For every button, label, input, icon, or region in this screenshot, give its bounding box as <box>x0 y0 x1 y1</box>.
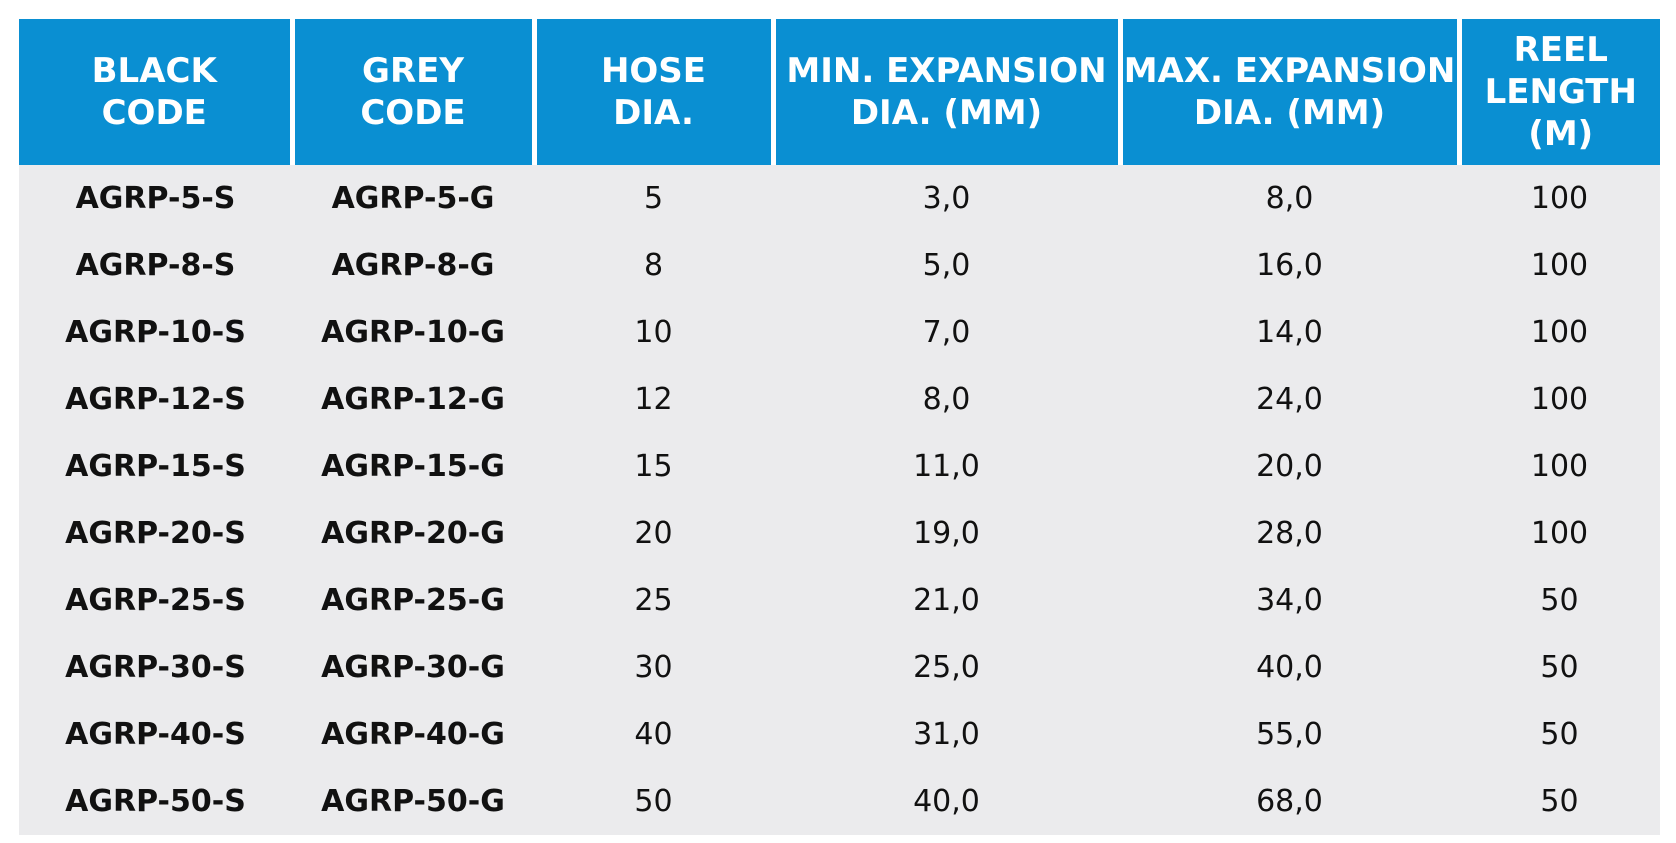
black-code-cell: AGRP-10-S <box>19 299 292 366</box>
hose-dia-cell: 20 <box>534 500 773 567</box>
table-row: AGRP-15-S AGRP-15-G 15 11,0 20,0 100 <box>19 433 1660 500</box>
table-row: AGRP-30-S AGRP-30-G 30 25,0 40,0 50 <box>19 634 1660 701</box>
max-expansion-cell: 68,0 <box>1120 768 1459 835</box>
max-expansion-cell: 55,0 <box>1120 701 1459 768</box>
max-expansion-cell: 8,0 <box>1120 165 1459 232</box>
table-header: BLACK CODE GREY CODE HOSE DIA. MIN. EXPANSION D… <box>19 19 1660 165</box>
hose-dia-cell: 12 <box>534 366 773 433</box>
black-code-cell: AGRP-20-S <box>19 500 292 567</box>
reel-length-cell: 100 <box>1459 366 1660 433</box>
reel-length-cell: 50 <box>1459 701 1660 768</box>
header-row: BLACK CODE GREY CODE HOSE DIA. MIN. EXPANSION D… <box>19 19 1660 165</box>
table-row: AGRP-10-S AGRP-10-G 10 7,0 14,0 100 <box>19 299 1660 366</box>
product-table-container: BLACK CODE GREY CODE HOSE DIA. MIN. EXPANSION D… <box>19 19 1660 835</box>
max-expansion-cell: 14,0 <box>1120 299 1459 366</box>
header-label-line: MAX. EXPANSION <box>1123 51 1456 91</box>
grey-code-cell: AGRP-5-G <box>292 165 534 232</box>
grey-code-cell: AGRP-20-G <box>292 500 534 567</box>
table-row: AGRP-40-S AGRP-40-G 40 31,0 55,0 50 <box>19 701 1660 768</box>
black-code-cell: AGRP-50-S <box>19 768 292 835</box>
reel-length-cell: 50 <box>1459 634 1660 701</box>
table-body: AGRP-5-S AGRP-5-G 5 3,0 8,0 100 AGRP-8-S AGRP-8… <box>19 165 1660 835</box>
header-label-line: BLACK <box>91 51 217 91</box>
table-row: AGRP-20-S AGRP-20-G 20 19,0 28,0 100 <box>19 500 1660 567</box>
grey-code-cell: AGRP-25-G <box>292 567 534 634</box>
table-row: AGRP-25-S AGRP-25-G 25 21,0 34,0 50 <box>19 567 1660 634</box>
hose-dia-cell: 5 <box>534 165 773 232</box>
black-code-cell: AGRP-8-S <box>19 232 292 299</box>
header-label-line: REEL <box>1513 30 1608 70</box>
header-label-line: DIA. <box>613 93 694 133</box>
black-code-cell: AGRP-5-S <box>19 165 292 232</box>
grey-code-cell: AGRP-40-G <box>292 701 534 768</box>
black-code-cell: AGRP-15-S <box>19 433 292 500</box>
header-label-line: MIN. EXPANSION <box>786 51 1107 91</box>
grey-code-cell: AGRP-10-G <box>292 299 534 366</box>
max-expansion-dia-header: MAX. EXPANSION DIA. (MM) <box>1117 19 1459 165</box>
reel-length-header: REEL LENGTH (M) <box>1456 19 1660 165</box>
grey-code-cell: AGRP-8-G <box>292 232 534 299</box>
reel-length-cell: 100 <box>1459 433 1660 500</box>
hose-dia-header: HOSE DIA. <box>531 19 773 165</box>
reel-length-cell: 100 <box>1459 299 1660 366</box>
reel-length-cell: 100 <box>1459 500 1660 567</box>
min-expansion-cell: 31,0 <box>773 701 1120 768</box>
max-expansion-cell: 24,0 <box>1120 366 1459 433</box>
header-label-line: (M) <box>1528 114 1594 154</box>
min-expansion-cell: 11,0 <box>773 433 1120 500</box>
reel-length-cell: 50 <box>1459 567 1660 634</box>
table-row: AGRP-50-S AGRP-50-G 50 40,0 68,0 50 <box>19 768 1660 835</box>
grey-code-cell: AGRP-50-G <box>292 768 534 835</box>
min-expansion-cell: 8,0 <box>773 366 1120 433</box>
hose-dia-cell: 8 <box>534 232 773 299</box>
black-code-header: BLACK CODE <box>19 19 292 165</box>
hose-dia-cell: 10 <box>534 299 773 366</box>
min-expansion-cell: 25,0 <box>773 634 1120 701</box>
min-expansion-cell: 19,0 <box>773 500 1120 567</box>
table-row: AGRP-5-S AGRP-5-G 5 3,0 8,0 100 <box>19 165 1660 232</box>
grey-code-header: GREY CODE <box>289 19 534 165</box>
black-code-cell: AGRP-25-S <box>19 567 292 634</box>
black-code-cell: AGRP-40-S <box>19 701 292 768</box>
header-label-line: DIA. (MM) <box>850 93 1043 133</box>
hose-dia-cell: 40 <box>534 701 773 768</box>
min-expansion-cell: 5,0 <box>773 232 1120 299</box>
grey-code-cell: AGRP-12-G <box>292 366 534 433</box>
header-label-line: HOSE <box>600 51 707 91</box>
hose-dia-cell: 30 <box>534 634 773 701</box>
max-expansion-cell: 28,0 <box>1120 500 1459 567</box>
min-expansion-dia-header: MIN. EXPANSION DIA. (MM) <box>770 19 1120 165</box>
reel-length-cell: 100 <box>1459 232 1660 299</box>
max-expansion-cell: 20,0 <box>1120 433 1459 500</box>
min-expansion-cell: 3,0 <box>773 165 1120 232</box>
min-expansion-cell: 40,0 <box>773 768 1120 835</box>
reel-length-cell: 50 <box>1459 768 1660 835</box>
table-row: AGRP-12-S AGRP-12-G 12 8,0 24,0 100 <box>19 366 1660 433</box>
grey-code-cell: AGRP-30-G <box>292 634 534 701</box>
header-label-line: CODE <box>101 93 207 133</box>
max-expansion-cell: 34,0 <box>1120 567 1459 634</box>
black-code-cell: AGRP-30-S <box>19 634 292 701</box>
hose-specification-table: BLACK CODE GREY CODE HOSE DIA. MIN. EXPANSION D… <box>19 19 1660 835</box>
max-expansion-cell: 16,0 <box>1120 232 1459 299</box>
max-expansion-cell: 40,0 <box>1120 634 1459 701</box>
black-code-cell: AGRP-12-S <box>19 366 292 433</box>
header-label-line: GREY <box>362 51 464 91</box>
hose-dia-cell: 15 <box>534 433 773 500</box>
hose-dia-cell: 25 <box>534 567 773 634</box>
header-label-line: LENGTH <box>1484 72 1637 112</box>
min-expansion-cell: 21,0 <box>773 567 1120 634</box>
table-row: AGRP-8-S AGRP-8-G 8 5,0 16,0 100 <box>19 232 1660 299</box>
header-label-line: CODE <box>360 93 466 133</box>
min-expansion-cell: 7,0 <box>773 299 1120 366</box>
header-label-line: DIA. (MM) <box>1193 93 1386 133</box>
hose-dia-cell: 50 <box>534 768 773 835</box>
grey-code-cell: AGRP-15-G <box>292 433 534 500</box>
reel-length-cell: 100 <box>1459 165 1660 232</box>
